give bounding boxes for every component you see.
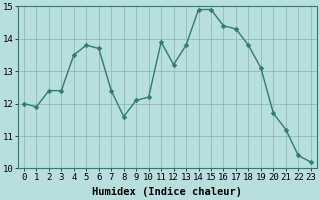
X-axis label: Humidex (Indice chaleur): Humidex (Indice chaleur) (92, 187, 242, 197)
